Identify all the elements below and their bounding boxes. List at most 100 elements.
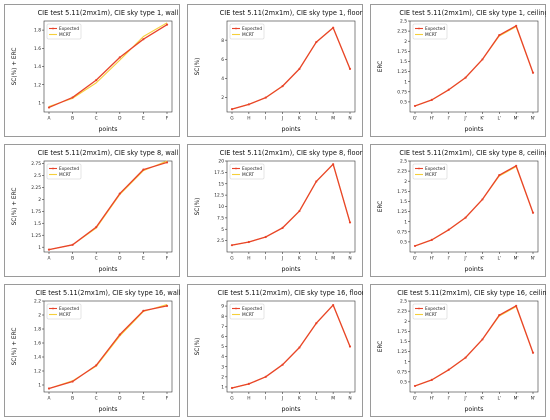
x-axis-label: points [464, 126, 483, 133]
data-point [413, 244, 417, 248]
x-tick-label: N [348, 396, 351, 402]
plot-area [43, 300, 173, 393]
data-point [281, 363, 284, 366]
chart-svg: CIE test 5.11(2mx1m), CIE sky type 8, wa… [4, 144, 180, 277]
data-point [264, 375, 267, 378]
x-tick-label: E [142, 116, 145, 122]
y-tick-label: 2.25 [397, 169, 407, 175]
data-point [498, 174, 501, 177]
legend-label: MCRT [425, 32, 437, 38]
x-tick-label: A [47, 396, 50, 402]
y-tick-label: 2 [38, 313, 41, 319]
data-point [531, 351, 535, 354]
x-tick-label: A [47, 116, 50, 122]
legend-label: Expected [425, 26, 445, 32]
y-tick-label: 2.25 [397, 309, 407, 315]
y-axis-label: ERC [378, 61, 384, 72]
chart-svg: CIE test 5.11(2mx1m), CIE sky type 8, ce… [370, 144, 546, 277]
data-point [332, 26, 335, 29]
data-point [142, 168, 145, 171]
chart-svg: CIE test 5.11(2mx1m), CIE sky type 1, wa… [4, 4, 180, 137]
y-tick-label: 1.6 [34, 46, 41, 52]
x-tick-label: J' [463, 256, 467, 262]
legend-box [412, 163, 448, 180]
legend-box [229, 23, 265, 40]
legend-label: MCRT [242, 32, 254, 38]
data-point [531, 211, 535, 214]
data-point [430, 238, 433, 241]
chart-panel: CIE test 5.11(2mx1m), CIE sky type 1, ce… [370, 4, 546, 137]
series-line-expected [48, 24, 168, 109]
data-point [71, 380, 74, 383]
series-line-expected [414, 25, 534, 107]
x-tick-label: J' [463, 396, 467, 402]
series-line-expected [48, 161, 168, 251]
legend-label: MCRT [59, 32, 71, 38]
data-point [348, 67, 352, 70]
legend-marker [52, 167, 54, 170]
y-tick-label: 1.75 [397, 189, 407, 195]
x-tick-label: F [166, 116, 169, 122]
data-point [142, 309, 145, 312]
legend-marker [52, 307, 54, 310]
legend-box [46, 303, 82, 320]
x-tick-label: N [348, 256, 351, 262]
x-tick-label: F [166, 256, 169, 262]
y-tick-label: 2 [404, 319, 407, 325]
data-point [118, 192, 121, 195]
data-point [95, 79, 98, 82]
data-point [498, 34, 501, 37]
data-point [118, 56, 121, 59]
x-tick-label: H' [430, 256, 435, 262]
y-tick-label: 6 [221, 334, 224, 340]
y-tick-label: 1.5 [34, 221, 41, 227]
legend-marker [235, 307, 237, 310]
x-tick-label: G' [413, 256, 418, 262]
y-tick-label: 3 [221, 364, 224, 370]
series-line-expected [231, 304, 351, 389]
y-tick-label: 20 [218, 159, 224, 165]
y-tick-label: 0.5 [400, 379, 407, 385]
legend-marker [235, 167, 237, 170]
x-tick-label: G [230, 396, 234, 402]
y-axis-label: ERC [378, 341, 384, 352]
y-tick-label: 1.25 [397, 69, 407, 75]
legend-marker [418, 27, 420, 30]
legend-marker [235, 27, 237, 30]
y-tick-label: 1.5 [400, 339, 407, 345]
legend-marker [52, 27, 54, 30]
y-tick-label: 1.6 [34, 341, 41, 347]
chart-title: CIE test 5.11(2mx1m), CIE sky type 8, fl… [220, 149, 363, 157]
y-tick-label: 1 [38, 101, 41, 107]
x-tick-label: L [315, 256, 318, 262]
x-tick-label: M' [514, 396, 519, 402]
data-point [71, 96, 74, 99]
x-axis-label: points [98, 406, 117, 413]
data-point [247, 382, 250, 386]
chart-title: CIE test 5.11(2mx1m), CIE sky type 16, f… [218, 289, 363, 297]
data-point [47, 387, 51, 390]
y-tick-label: 0.75 [397, 229, 407, 235]
x-tick-label: I [265, 396, 266, 402]
chart-svg: CIE test 5.11(2mx1m), CIE sky type 8, fl… [187, 144, 363, 277]
chart-title: CIE test 5.11(2mx1m), CIE sky type 1, ce… [399, 9, 546, 17]
legend-box [229, 163, 265, 180]
x-tick-label: A [47, 256, 50, 262]
legend-marker [418, 167, 420, 170]
legend-label: MCRT [59, 172, 71, 178]
y-axis-label: SC(%) + ERC [12, 48, 18, 86]
data-point [413, 384, 417, 388]
series-line-expected [231, 27, 351, 110]
plot-area [409, 20, 539, 113]
x-tick-label: L [315, 396, 318, 402]
y-tick-label: 2.25 [397, 29, 407, 35]
legend-box [46, 23, 82, 40]
panel-border [4, 144, 180, 277]
data-point [515, 24, 518, 27]
chart-svg: CIE test 5.11(2mx1m), CIE sky type 16, c… [370, 284, 546, 417]
legend-box [229, 303, 265, 320]
x-tick-label: H [247, 396, 250, 402]
y-tick-label: 1.2 [34, 369, 41, 375]
x-axis-label: points [281, 406, 300, 413]
legend-label: MCRT [425, 312, 437, 318]
